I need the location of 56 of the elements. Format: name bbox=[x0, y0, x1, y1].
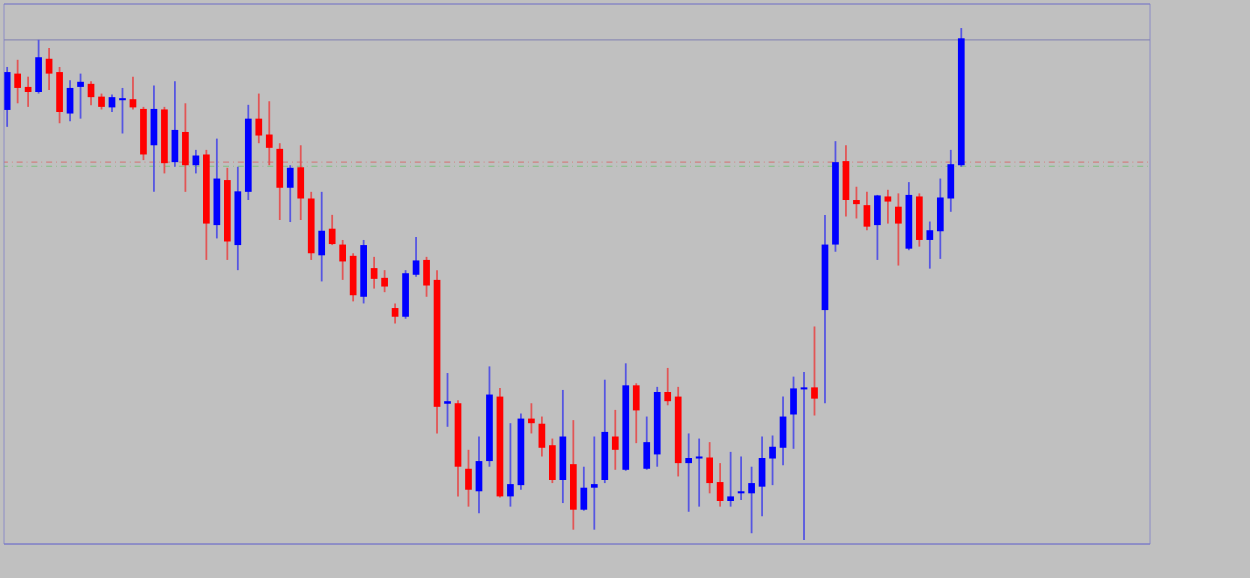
candlestick bbox=[769, 434, 776, 487]
candlestick bbox=[611, 408, 619, 471]
candlestick bbox=[727, 450, 734, 508]
candlestick bbox=[706, 441, 713, 495]
candlestick bbox=[590, 435, 598, 531]
candlestick bbox=[339, 239, 347, 281]
candlestick bbox=[874, 194, 881, 261]
candlestick bbox=[569, 419, 577, 531]
candlestick bbox=[45, 47, 53, 91]
candlestick bbox=[758, 435, 766, 518]
candlestick bbox=[402, 269, 409, 320]
candlestick bbox=[811, 325, 818, 417]
candlestick bbox=[926, 220, 934, 270]
candlestick bbox=[632, 382, 640, 445]
candlestick bbox=[790, 375, 797, 450]
candlestick bbox=[318, 190, 326, 283]
candlestick bbox=[140, 105, 147, 162]
candlestick bbox=[66, 79, 74, 123]
candlestick bbox=[695, 437, 703, 508]
candlestick bbox=[423, 255, 430, 298]
candlestick bbox=[119, 87, 126, 135]
candlestick bbox=[276, 142, 284, 221]
candlestick bbox=[895, 192, 902, 267]
candlestick bbox=[528, 402, 535, 435]
candlestick bbox=[884, 188, 892, 225]
candlestick bbox=[255, 92, 263, 145]
candlestick bbox=[507, 422, 514, 508]
candlestick bbox=[4, 66, 11, 128]
candlestick bbox=[328, 213, 336, 246]
candlestick bbox=[182, 102, 189, 193]
candlestick bbox=[77, 72, 84, 120]
candlestick bbox=[381, 269, 388, 294]
candlestick bbox=[580, 465, 588, 512]
candlestick bbox=[549, 437, 556, 484]
candlestick bbox=[56, 66, 63, 125]
candlestick bbox=[915, 192, 923, 248]
candlestick bbox=[643, 415, 651, 471]
candlestick bbox=[853, 185, 860, 220]
candlestick bbox=[35, 38, 42, 95]
candlestick bbox=[297, 144, 305, 221]
candlestick bbox=[716, 462, 724, 508]
candlestick bbox=[685, 432, 693, 513]
candlestick bbox=[465, 448, 472, 508]
candlestick bbox=[412, 235, 420, 278]
candlestick bbox=[444, 372, 451, 428]
candlestick bbox=[664, 367, 672, 407]
candlestick bbox=[265, 100, 273, 167]
candlestick bbox=[213, 137, 221, 240]
candlestick bbox=[370, 255, 378, 290]
candlestick bbox=[286, 164, 294, 223]
candlestick bbox=[391, 302, 399, 325]
candlestick bbox=[349, 252, 357, 303]
candlestick bbox=[748, 465, 755, 535]
candlestick bbox=[842, 144, 850, 218]
candlestick bbox=[863, 190, 871, 232]
candlestick bbox=[14, 58, 21, 105]
